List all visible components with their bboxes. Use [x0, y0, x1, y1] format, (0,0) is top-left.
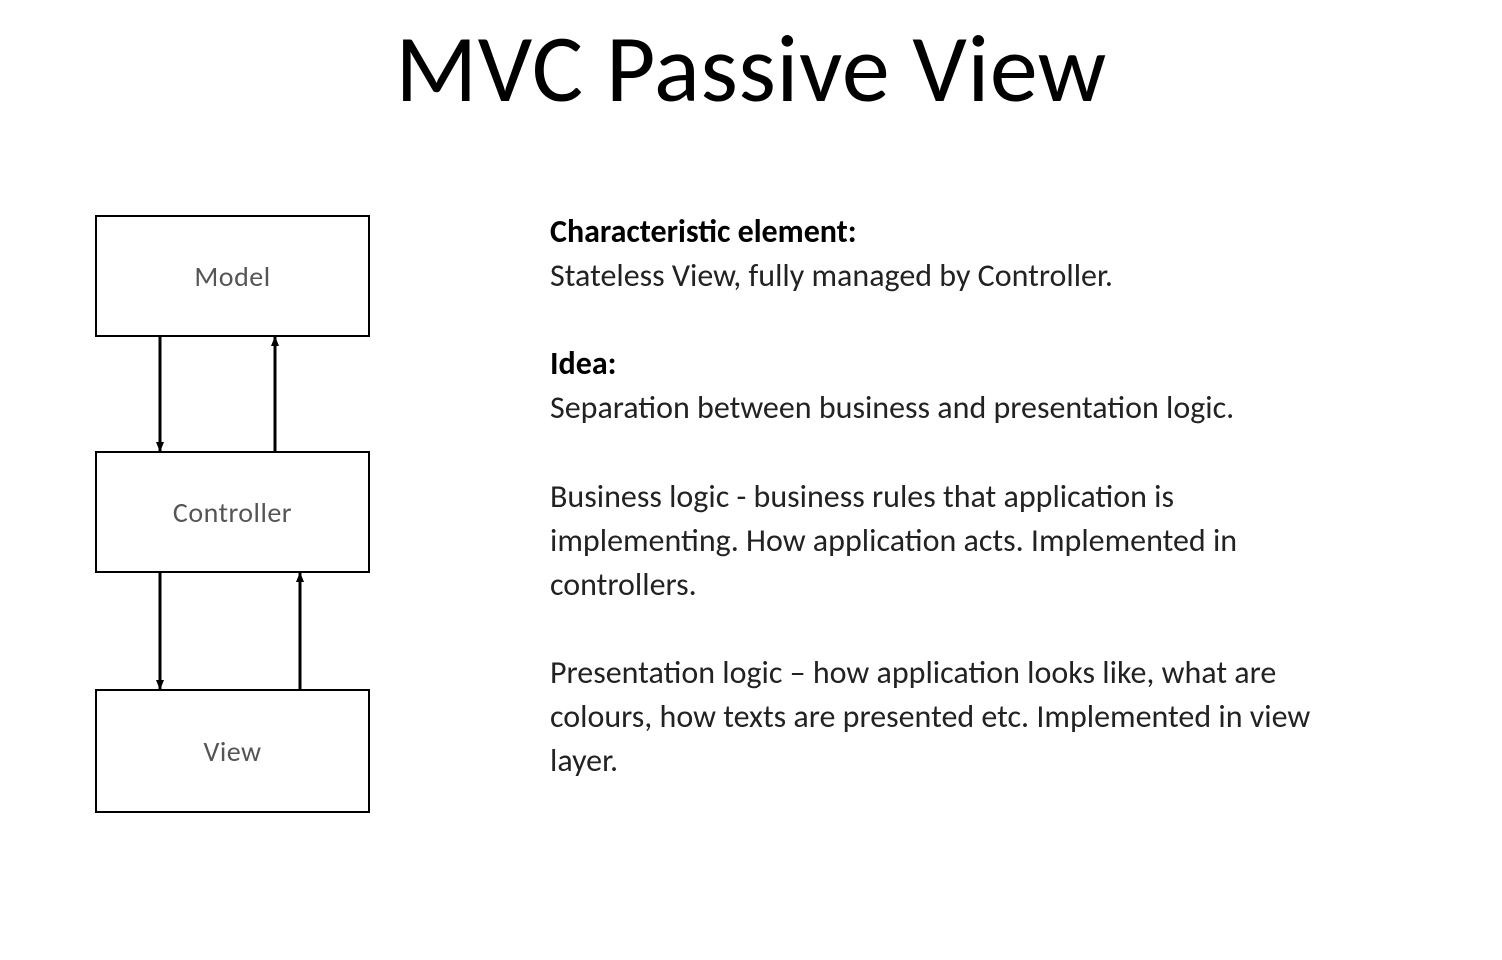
slide: MVC Passive View Model Controller View: [0, 0, 1502, 960]
mvc-diagram: Model Controller View: [95, 215, 370, 815]
business-logic-paragraph: Business logic - business rules that app…: [550, 475, 1370, 607]
idea-body: Separation between business and presenta…: [550, 388, 1234, 427]
node-model: Model: [95, 215, 370, 337]
text-column: Characteristic element: Stateless View, …: [550, 210, 1370, 784]
characteristic-body: Stateless View, fully managed by Control…: [550, 256, 1113, 295]
slide-title: MVC Passive View: [0, 10, 1502, 127]
idea-label: Idea:: [550, 344, 616, 383]
characteristic-paragraph: Characteristic element: Stateless View, …: [550, 210, 1370, 298]
presentation-logic-paragraph: Presentation logic – how application loo…: [550, 651, 1370, 783]
node-view-label: View: [203, 734, 261, 769]
node-controller-label: Controller: [173, 495, 292, 530]
node-model-label: Model: [194, 259, 270, 294]
idea-paragraph: Idea: Separation between business and pr…: [550, 342, 1370, 430]
node-view: View: [95, 689, 370, 813]
characteristic-label: Characteristic element:: [550, 212, 857, 251]
node-controller: Controller: [95, 451, 370, 573]
